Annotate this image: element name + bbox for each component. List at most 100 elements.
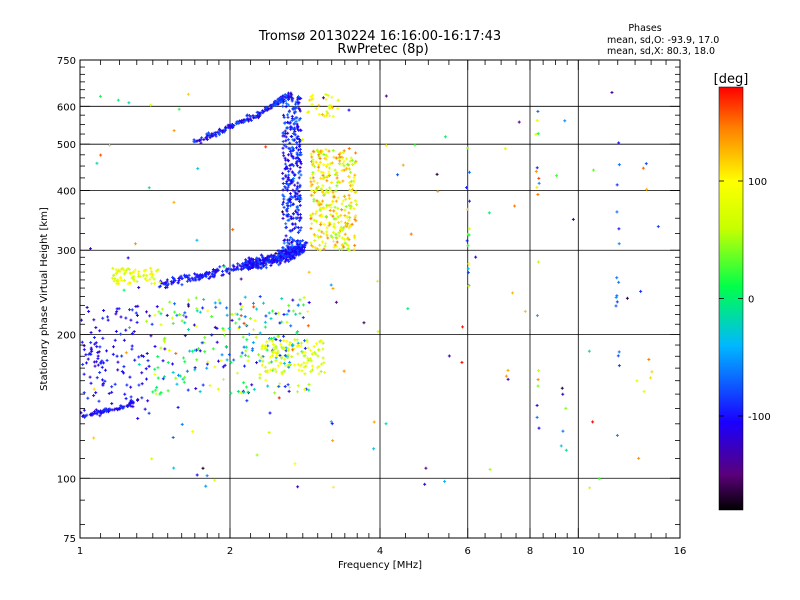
data-point: [156, 376, 160, 380]
data-point: [204, 136, 208, 140]
data-point: [354, 214, 358, 218]
data-point: [245, 399, 249, 403]
data-point: [310, 189, 314, 193]
data-point: [299, 244, 303, 248]
data-point: [310, 368, 314, 372]
data-point: [338, 159, 342, 163]
data-point: [89, 341, 93, 345]
data-point: [123, 278, 127, 282]
data-point: [153, 313, 157, 317]
data-point: [322, 193, 326, 197]
data-point: [97, 350, 101, 354]
data-point: [132, 278, 136, 282]
data-point: [113, 382, 117, 386]
data-point: [274, 359, 278, 363]
data-point: [197, 278, 201, 282]
data-point: [323, 370, 327, 374]
data-point: [342, 194, 346, 198]
data-point: [297, 137, 301, 141]
data-point: [177, 279, 181, 283]
x-axis-label: Frequency [MHz]: [338, 560, 422, 571]
data-point: [307, 388, 311, 392]
data-point: [468, 199, 472, 203]
data-point: [93, 411, 97, 415]
data-point: [317, 228, 321, 232]
data-point: [297, 101, 301, 105]
data-point: [311, 149, 315, 153]
data-point: [290, 99, 294, 103]
data-point: [287, 389, 291, 393]
data-point: [147, 411, 151, 415]
data-point: [308, 98, 312, 102]
data-point: [299, 128, 303, 132]
data-point: [342, 164, 346, 168]
data-point: [202, 138, 206, 142]
data-point: [270, 350, 274, 354]
data-point: [350, 183, 354, 187]
data-point: [329, 234, 333, 238]
data-point: [231, 228, 235, 232]
data-point: [114, 268, 118, 272]
data-point: [290, 217, 294, 221]
data-point: [409, 232, 413, 236]
data-point: [334, 232, 338, 236]
data-point: [285, 94, 289, 98]
data-point: [224, 125, 228, 129]
data-point: [186, 92, 190, 96]
data-point: [311, 171, 315, 175]
data-point: [278, 361, 282, 365]
data-point: [171, 436, 175, 440]
data-point: [616, 354, 620, 358]
data-point: [201, 274, 205, 278]
data-point: [201, 306, 205, 310]
data-point: [460, 360, 464, 364]
data-point: [193, 348, 197, 352]
stats-header: Phases: [628, 23, 661, 34]
data-point: [318, 248, 322, 252]
data-point: [100, 378, 104, 382]
data-point: [236, 262, 240, 266]
data-point: [284, 186, 288, 190]
data-point: [297, 198, 301, 202]
data-point: [284, 181, 288, 185]
data-point: [288, 197, 292, 201]
data-point: [80, 340, 84, 344]
data-point: [308, 357, 312, 361]
data-point: [294, 312, 298, 316]
data-point: [350, 163, 354, 167]
data-point: [284, 226, 288, 230]
data-point: [208, 384, 212, 388]
data-point: [330, 106, 334, 110]
data-point: [264, 314, 268, 318]
data-point: [615, 183, 619, 187]
data-point: [293, 250, 297, 254]
data-point: [286, 353, 290, 357]
data-point: [298, 169, 302, 173]
data-point: [286, 91, 290, 95]
data-point: [291, 196, 295, 200]
data-point: [214, 305, 218, 309]
data-point: [333, 205, 337, 209]
data-point: [287, 309, 291, 313]
data-point: [183, 334, 187, 338]
data-point: [115, 307, 119, 311]
data-point: [153, 372, 157, 376]
data-point: [316, 185, 320, 189]
data-point: [503, 147, 507, 151]
data-point: [195, 358, 199, 362]
data-point: [327, 149, 331, 153]
data-point: [161, 377, 165, 381]
data-point: [319, 149, 323, 153]
data-point: [292, 164, 296, 168]
data-point: [289, 195, 293, 199]
data-point: [270, 360, 274, 364]
data-point: [291, 298, 295, 302]
data-point: [354, 151, 358, 155]
data-point: [182, 380, 186, 384]
data-point: [203, 273, 207, 277]
data-point: [293, 173, 297, 177]
data-point: [148, 272, 152, 276]
data-point: [82, 348, 86, 352]
data-point: [329, 213, 333, 217]
data-point: [92, 394, 96, 398]
